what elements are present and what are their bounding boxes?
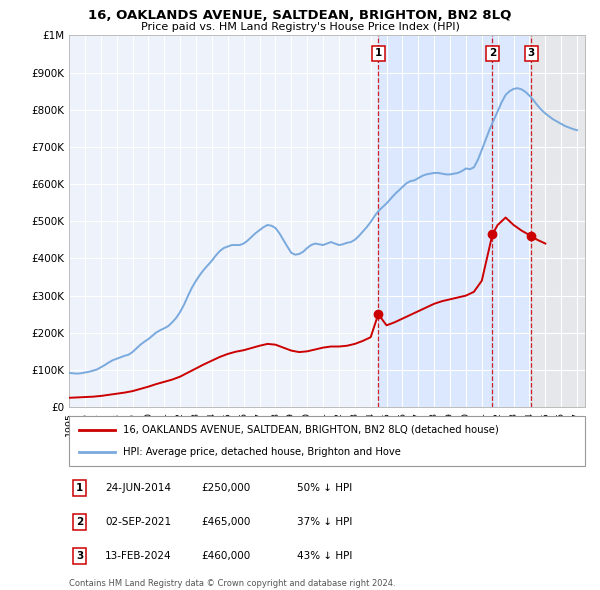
Text: 2: 2 [76,517,83,527]
Text: 2: 2 [489,48,496,58]
Bar [378,35,493,407]
Text: 37% ↓ HPI: 37% ↓ HPI [297,517,352,527]
Text: 43% ↓ HPI: 43% ↓ HPI [297,552,352,561]
Text: £460,000: £460,000 [201,552,250,561]
Text: £250,000: £250,000 [201,483,250,493]
Bar [532,35,585,407]
Text: 1: 1 [374,48,382,58]
FancyBboxPatch shape [69,416,585,466]
Text: HPI: Average price, detached house, Brighton and Hove: HPI: Average price, detached house, Brig… [123,447,401,457]
Bar [493,35,532,407]
Text: 50% ↓ HPI: 50% ↓ HPI [297,483,352,493]
Text: 16, OAKLANDS AVENUE, SALTDEAN, BRIGHTON, BN2 8LQ: 16, OAKLANDS AVENUE, SALTDEAN, BRIGHTON,… [88,9,512,22]
Text: 1: 1 [76,483,83,493]
Text: £465,000: £465,000 [201,517,250,527]
Text: 02-SEP-2021: 02-SEP-2021 [105,517,171,527]
Text: 3: 3 [76,552,83,561]
Text: Contains HM Land Registry data © Crown copyright and database right 2024.
This d: Contains HM Land Registry data © Crown c… [69,579,395,590]
Text: 13-FEB-2024: 13-FEB-2024 [105,552,172,561]
Text: 24-JUN-2014: 24-JUN-2014 [105,483,171,493]
Text: 16, OAKLANDS AVENUE, SALTDEAN, BRIGHTON, BN2 8LQ (detached house): 16, OAKLANDS AVENUE, SALTDEAN, BRIGHTON,… [123,425,499,435]
Text: Price paid vs. HM Land Registry's House Price Index (HPI): Price paid vs. HM Land Registry's House … [140,22,460,32]
Text: 3: 3 [528,48,535,58]
